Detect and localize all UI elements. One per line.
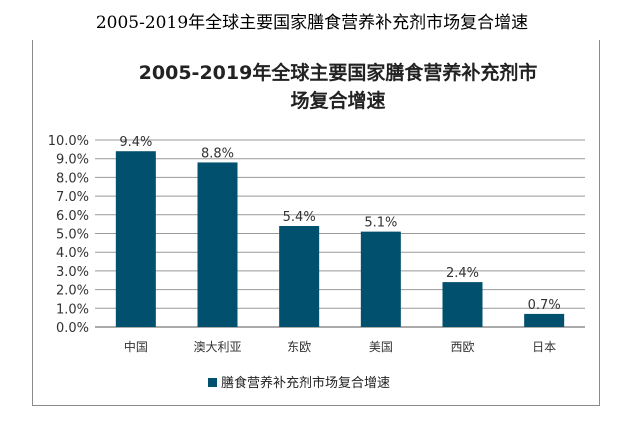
- y-tick-label: 9.0%: [56, 153, 89, 168]
- data-label: 5.4%: [283, 210, 316, 225]
- y-tick-label: 0.0%: [56, 321, 89, 336]
- chart-frame: [32, 40, 600, 406]
- data-label: 9.4%: [119, 135, 152, 150]
- data-label: 5.1%: [364, 216, 397, 231]
- y-tick-label: 2.0%: [56, 284, 89, 299]
- x-tick-label: 东欧: [287, 340, 311, 354]
- y-tick-label: 5.0%: [56, 228, 89, 243]
- figure-caption: 2005-2019年全球主要国家膳食营养补充剂市场复合增速: [95, 13, 529, 33]
- y-tick-label: 4.0%: [56, 246, 89, 261]
- bar: [360, 231, 401, 327]
- x-tick-label: 澳大利亚: [193, 340, 241, 354]
- bar: [442, 282, 483, 327]
- data-label: 0.7%: [528, 298, 561, 313]
- data-label: 8.8%: [201, 146, 234, 161]
- x-tick-label: 中国: [124, 339, 148, 354]
- legend-swatch: [208, 378, 217, 387]
- bar: [524, 313, 565, 327]
- data-label: 2.4%: [446, 266, 479, 281]
- x-tick-label: 日本: [532, 340, 556, 354]
- y-tick-label: 3.0%: [56, 265, 89, 280]
- y-tick-label: 7.0%: [56, 190, 89, 205]
- y-tick-label: 8.0%: [56, 171, 89, 186]
- bar: [197, 162, 238, 327]
- y-tick-label: 10.0%: [48, 134, 89, 149]
- x-tick-label: 美国: [369, 340, 393, 354]
- chart-title-line-2: 场复合增速: [290, 89, 385, 112]
- bar: [115, 151, 156, 327]
- y-tick-label: 1.0%: [56, 302, 89, 317]
- chart-title-line-1: 2005-2019年全球主要国家膳食营养补充剂市: [139, 61, 538, 84]
- legend-label: 膳食营养补充剂市场复合增速: [221, 375, 390, 391]
- bar: [279, 226, 320, 327]
- y-tick-label: 6.0%: [56, 209, 89, 224]
- x-tick-label: 西欧: [450, 340, 474, 354]
